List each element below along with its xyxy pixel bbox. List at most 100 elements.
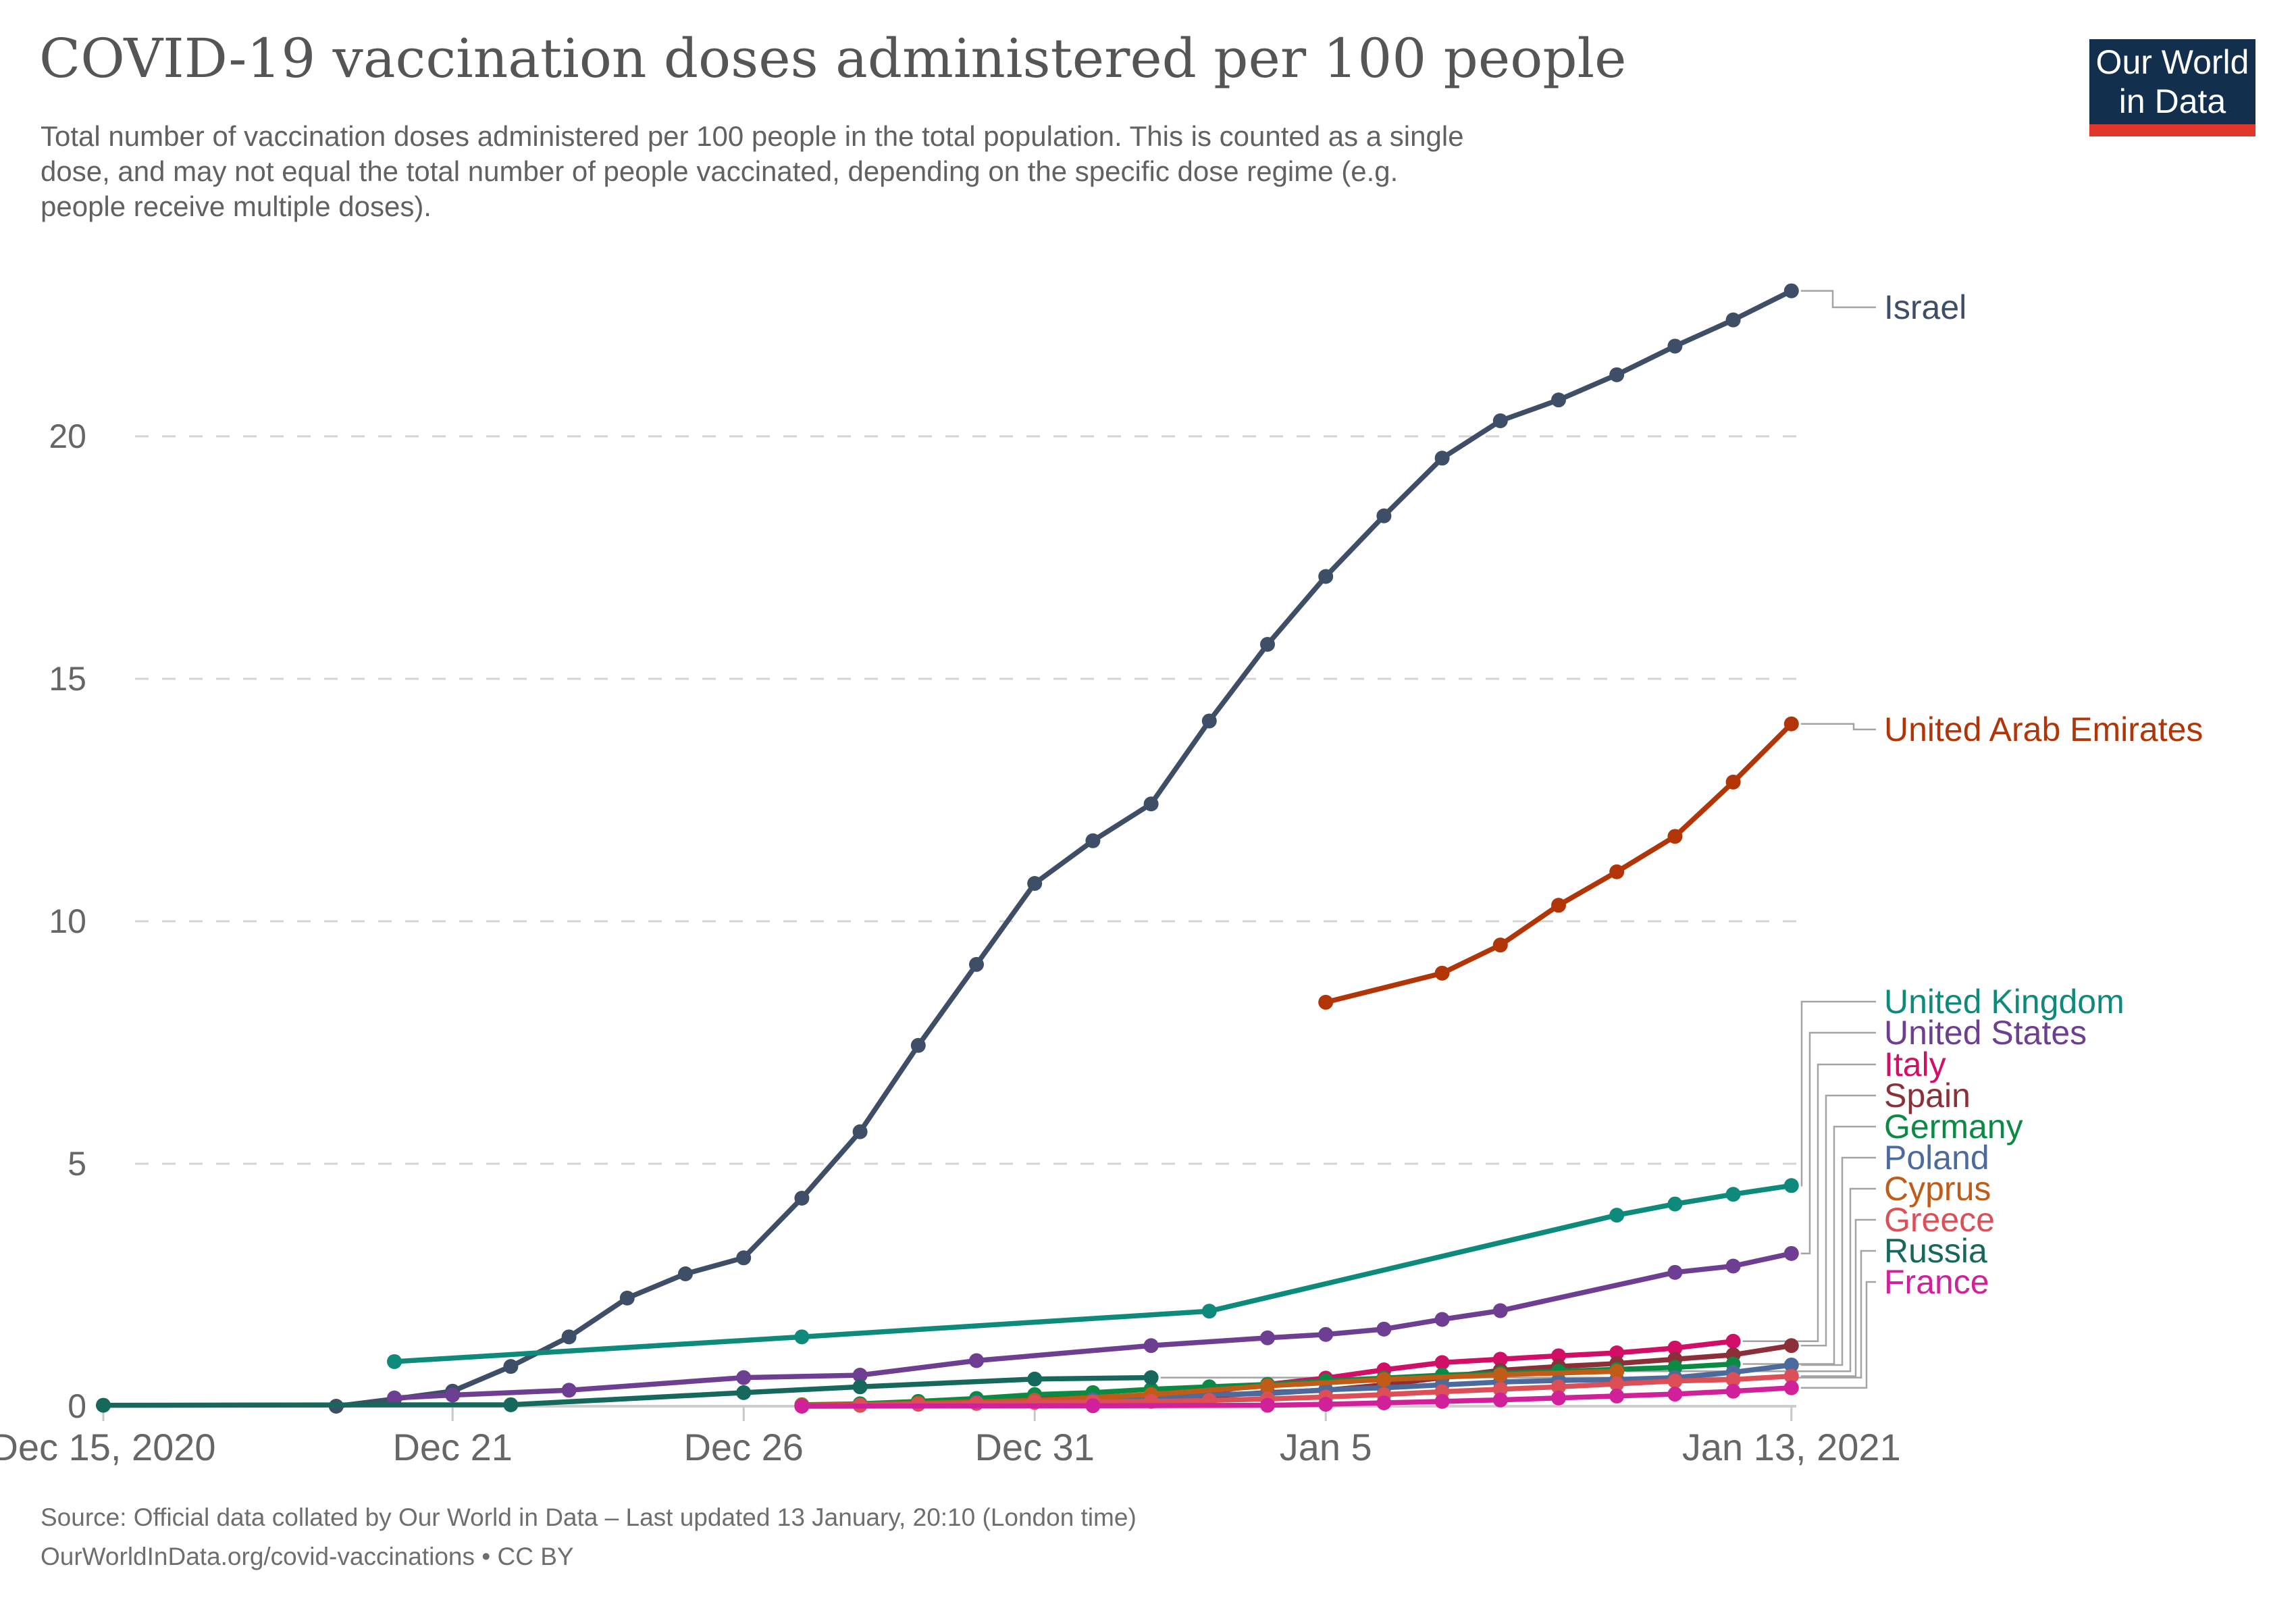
data-point-israel [1143, 796, 1159, 812]
data-point-united-states [1260, 1330, 1275, 1345]
x-tick-label-dec-15-2020: Dec 15, 2020 [0, 1426, 216, 1468]
label-connector-united-arab-emirates [1800, 723, 1876, 731]
subtitle-line-2: dose, and may not equal the total number… [41, 155, 1399, 187]
data-point-united-arab-emirates [1609, 864, 1625, 879]
data-point-united-kingdom [1609, 1208, 1625, 1223]
series-label-germany[interactable]: Germany [1884, 1108, 2023, 1146]
data-point-united-states [736, 1370, 752, 1385]
data-point-united-states [561, 1383, 577, 1398]
data-point-russia [852, 1379, 868, 1395]
series-label-united-kingdom[interactable]: United Kingdom [1884, 983, 2124, 1021]
data-point-israel [1667, 338, 1683, 354]
data-point-israel [910, 1037, 926, 1053]
series-label-cyprus[interactable]: Cyprus [1884, 1170, 1991, 1208]
data-point-united-arab-emirates [1318, 994, 1334, 1010]
data-point-greece [1725, 1372, 1741, 1387]
data-point-israel [1609, 367, 1625, 382]
label-connector-russia [1160, 1250, 1876, 1379]
data-point-united-states [1376, 1321, 1392, 1337]
data-point-france [1551, 1390, 1566, 1406]
data-point-israel [736, 1250, 752, 1266]
data-point-france [1725, 1383, 1741, 1399]
label-connector-poland [1800, 1156, 1876, 1366]
data-point-russia [503, 1397, 519, 1412]
data-point-israel [1260, 637, 1275, 652]
data-point-greece [1551, 1379, 1566, 1395]
data-point-cyprus [1492, 1367, 1508, 1383]
series-label-spain[interactable]: Spain [1884, 1077, 1971, 1114]
data-point-israel [1318, 569, 1334, 584]
owid-logo: Our World in Data [2089, 39, 2255, 136]
data-point-israel [1551, 392, 1566, 408]
data-point-italy [1725, 1333, 1741, 1349]
data-point-united-kingdom [1783, 1178, 1799, 1193]
data-point-israel [1027, 875, 1043, 891]
data-point-united-states [1318, 1327, 1334, 1342]
data-point-israel [1201, 713, 1217, 729]
data-point-united-arab-emirates [1492, 937, 1508, 953]
data-point-italy [1609, 1345, 1625, 1361]
data-point-united-states [852, 1368, 868, 1383]
data-point-united-arab-emirates [1725, 774, 1741, 790]
data-point-united-arab-emirates [1667, 829, 1683, 844]
series-label-italy[interactable]: Italy [1884, 1046, 1946, 1083]
data-point-cyprus [1609, 1364, 1625, 1379]
y-tick-label-10: 10 [49, 902, 86, 940]
data-point-france [1260, 1397, 1275, 1413]
data-point-russia [1027, 1371, 1043, 1387]
chart-title: COVID-19 vaccination doses administered … [39, 27, 1627, 90]
data-point-united-kingdom [794, 1329, 810, 1345]
series-label-russia[interactable]: Russia [1884, 1232, 1987, 1270]
series-label-united-arab-emirates[interactable]: United Arab Emirates [1884, 711, 2203, 748]
data-point-united-kingdom [1201, 1304, 1217, 1319]
data-point-united-kingdom [1667, 1196, 1683, 1212]
data-point-israel [619, 1290, 635, 1306]
data-point-united-states [1434, 1312, 1450, 1327]
series-line-united-arab-emirates [1323, 721, 1794, 1005]
label-connector-spain [1800, 1094, 1876, 1347]
series-label-france[interactable]: France [1884, 1263, 1989, 1301]
data-point-italy [1667, 1340, 1683, 1356]
data-point-france [1783, 1380, 1799, 1395]
series-line-united-kingdom [392, 1183, 1794, 1364]
data-point-israel [1376, 508, 1392, 523]
data-point-france [1085, 1398, 1101, 1414]
data-point-united-states [969, 1353, 984, 1368]
data-point-cyprus [1260, 1378, 1275, 1393]
data-point-germany [1667, 1360, 1683, 1375]
data-point-israel [561, 1329, 577, 1345]
label-connector-italy [1742, 1063, 1876, 1343]
data-point-greece [969, 1395, 984, 1411]
data-point-israel [503, 1359, 519, 1374]
data-point-united-states [1143, 1338, 1159, 1354]
data-point-united-arab-emirates [1551, 898, 1566, 913]
x-tick-label-jan-5: Jan 5 [1280, 1426, 1372, 1468]
series-label-united-states[interactable]: United States [1884, 1014, 2087, 1052]
data-point-israel [794, 1190, 810, 1206]
label-connector-france [1800, 1281, 1876, 1389]
data-point-italy [1434, 1355, 1450, 1370]
series-line-russia [101, 1374, 1154, 1408]
y-tick-label-5: 5 [68, 1145, 86, 1183]
footer-source-line: Source: Official data collated by Our Wo… [41, 1503, 1137, 1531]
chart-subtitle: Total number of vaccination doses admini… [41, 119, 2066, 224]
data-point-greece [1492, 1381, 1508, 1397]
label-connector-united-states [1800, 1031, 1876, 1255]
series-label-poland[interactable]: Poland [1884, 1139, 1989, 1177]
y-tick-label-15: 15 [49, 660, 86, 698]
data-point-italy [1492, 1352, 1508, 1367]
data-point-united-kingdom [1725, 1187, 1741, 1202]
data-point-greece [1667, 1373, 1683, 1389]
data-point-russia [96, 1397, 111, 1413]
x-tick-label-dec-31: Dec 31 [974, 1426, 1094, 1468]
series-label-greece[interactable]: Greece [1884, 1201, 1995, 1239]
subtitle-line-3: people receive multiple doses). [41, 190, 432, 222]
data-point-france [1492, 1392, 1508, 1408]
owid-logo-text: Our World in Data [2089, 39, 2255, 124]
series-label-israel[interactable]: Israel [1884, 288, 1966, 326]
data-point-russia [1143, 1370, 1159, 1385]
subtitle-line-1: Total number of vaccination doses admini… [41, 120, 1464, 152]
data-point-united-states [387, 1390, 402, 1406]
data-point-israel [1085, 833, 1101, 848]
